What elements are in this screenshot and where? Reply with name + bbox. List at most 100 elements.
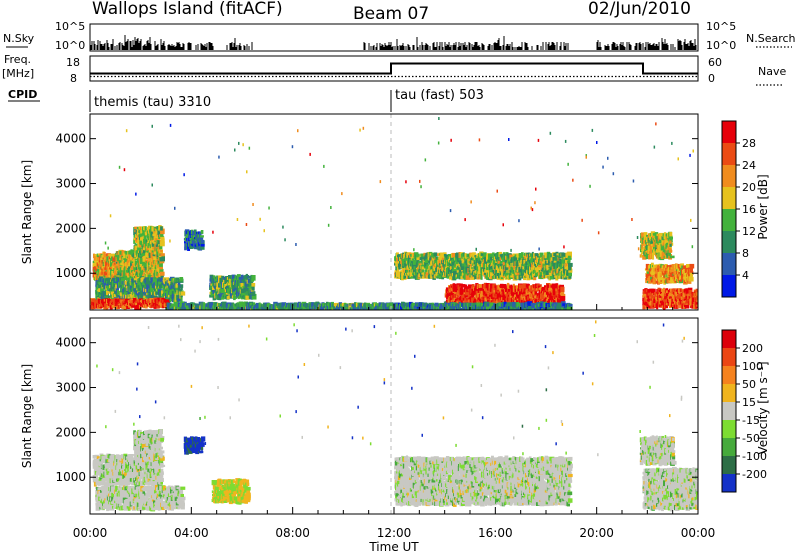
data-cell bbox=[530, 258, 533, 264]
data-cell bbox=[469, 272, 475, 275]
data-cell bbox=[501, 289, 504, 292]
data-cell bbox=[514, 298, 518, 305]
data-cell bbox=[568, 306, 573, 310]
data-cell bbox=[376, 304, 381, 310]
data-cell bbox=[523, 271, 528, 276]
data-cell bbox=[107, 300, 111, 306]
data-cell bbox=[160, 271, 165, 276]
data-cell bbox=[130, 268, 135, 273]
data-cell bbox=[179, 289, 182, 292]
data-cell bbox=[545, 262, 549, 265]
data-cell bbox=[163, 298, 167, 304]
data-cell bbox=[153, 289, 157, 296]
data-cell bbox=[486, 296, 490, 300]
data-cell bbox=[151, 278, 154, 284]
data-cell bbox=[249, 284, 253, 290]
data-cell bbox=[492, 268, 495, 274]
data-cell bbox=[489, 259, 493, 265]
data-cell bbox=[434, 308, 437, 310]
data-cell bbox=[123, 271, 126, 277]
data-cell bbox=[412, 304, 417, 307]
data-cell bbox=[480, 290, 485, 296]
data-cell bbox=[560, 295, 566, 301]
data-cell bbox=[401, 270, 407, 277]
data-cell bbox=[553, 265, 557, 270]
data-cell bbox=[92, 260, 95, 263]
data-cell bbox=[107, 279, 113, 283]
data-cell bbox=[542, 264, 545, 271]
data-cell bbox=[568, 303, 573, 307]
data-cell bbox=[241, 293, 246, 299]
data-cell bbox=[314, 305, 317, 310]
data-cell bbox=[238, 291, 241, 297]
data-cell bbox=[425, 271, 430, 275]
data-cell bbox=[502, 274, 506, 279]
data-cell bbox=[200, 239, 205, 244]
data-cell bbox=[433, 252, 438, 257]
date-title: 02/Jun/2010 bbox=[588, 0, 691, 19]
data-cell bbox=[393, 302, 397, 309]
data-cell bbox=[137, 301, 140, 306]
data-cell bbox=[501, 259, 506, 263]
data-cell bbox=[471, 266, 475, 269]
data-cell bbox=[136, 303, 139, 309]
data-cell bbox=[508, 287, 512, 292]
data-cell bbox=[156, 304, 159, 309]
data-cell bbox=[530, 274, 533, 280]
data-cell bbox=[304, 305, 308, 308]
data-cell bbox=[515, 285, 519, 289]
data-cell bbox=[192, 303, 196, 307]
data-cell bbox=[162, 277, 166, 283]
data-cell bbox=[542, 272, 547, 275]
nsearch-tick-top: 10^5 bbox=[706, 20, 736, 33]
data-cell bbox=[478, 264, 483, 269]
data-cell bbox=[541, 276, 544, 278]
data-cell bbox=[472, 269, 476, 273]
data-cell bbox=[133, 290, 137, 295]
data-cell bbox=[642, 246, 646, 249]
data-cell bbox=[537, 285, 541, 288]
data-cell bbox=[474, 275, 477, 280]
data-cell bbox=[169, 292, 172, 299]
nsky-tick-bottom: 10^0 bbox=[55, 39, 85, 52]
data-cell bbox=[125, 277, 130, 281]
data-cell bbox=[285, 302, 289, 307]
data-cell bbox=[119, 271, 123, 276]
data-cell bbox=[134, 226, 139, 230]
data-cell bbox=[494, 275, 498, 279]
data-cell bbox=[568, 272, 572, 277]
data-cell bbox=[536, 259, 539, 263]
data-cell bbox=[433, 265, 436, 271]
nsky-tick-top: 10^5 bbox=[55, 20, 85, 33]
data-cell bbox=[146, 288, 150, 293]
data-cell bbox=[134, 232, 137, 235]
data-cell bbox=[143, 235, 147, 240]
data-cell bbox=[245, 273, 248, 280]
data-cell bbox=[238, 282, 241, 286]
data-cell bbox=[229, 290, 232, 297]
data-cell bbox=[489, 296, 495, 302]
data-cell bbox=[283, 307, 286, 310]
data-cell bbox=[396, 256, 399, 262]
data-cell bbox=[165, 299, 170, 304]
data-cell bbox=[319, 303, 322, 306]
data-cell bbox=[529, 285, 532, 288]
data-cell bbox=[480, 274, 483, 280]
data-cell bbox=[453, 290, 457, 296]
data-cell bbox=[348, 304, 352, 310]
data-cell bbox=[515, 259, 518, 263]
data-cell bbox=[98, 284, 101, 289]
data-cell bbox=[415, 253, 420, 259]
data-cell bbox=[123, 252, 126, 259]
data-cell bbox=[546, 259, 549, 264]
data-cell bbox=[228, 285, 233, 291]
data-cell bbox=[125, 272, 128, 276]
data-cell bbox=[526, 262, 529, 266]
data-cell bbox=[194, 229, 197, 235]
data-cell bbox=[449, 307, 452, 310]
data-cell bbox=[563, 260, 565, 264]
data-cell bbox=[471, 292, 475, 298]
data-cell bbox=[412, 268, 417, 273]
data-cell bbox=[100, 291, 103, 295]
data-cell bbox=[153, 262, 156, 267]
